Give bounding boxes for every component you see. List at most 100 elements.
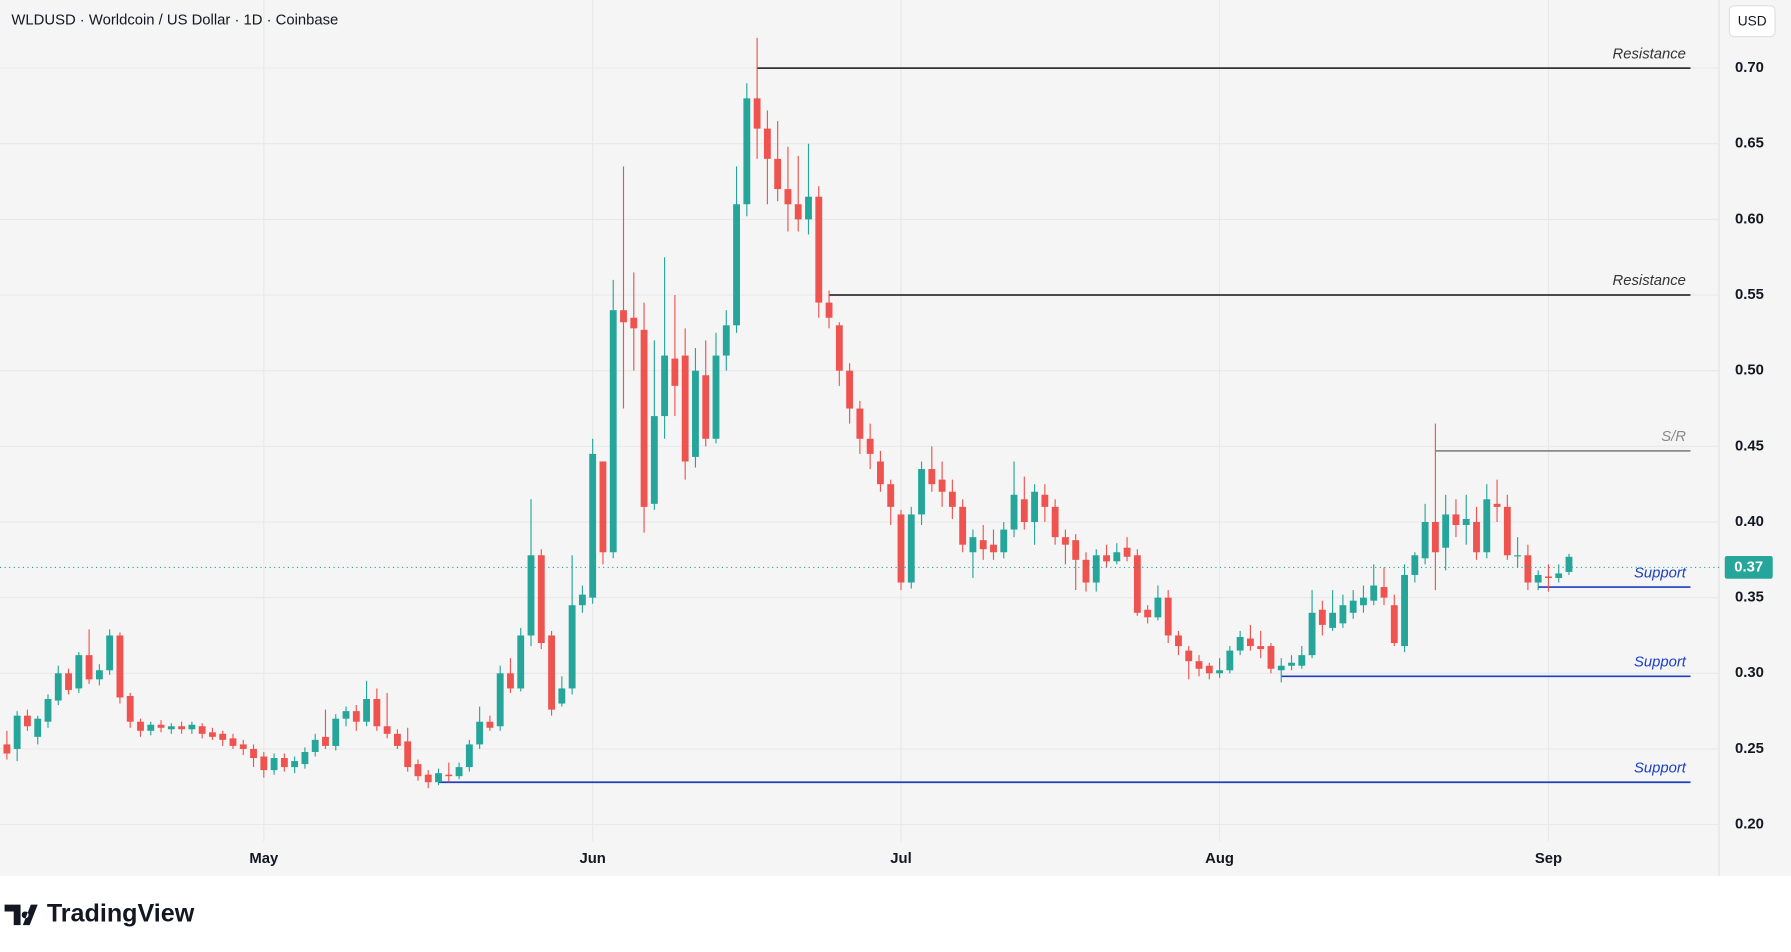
plot: 0.20 0.25 0.30 0.35 0.40 0.45 0.50 0.55 0.60 0.65… — [0, 0, 1773, 867]
candle — [44, 694, 52, 728]
candle-body — [106, 635, 114, 671]
candle — [1318, 600, 1326, 636]
candle — [476, 706, 484, 749]
candle-body — [1401, 574, 1408, 647]
candle-body — [85, 655, 93, 680]
candle — [692, 347, 699, 468]
y-tick-label: 0.55 — [1735, 287, 1764, 303]
candle-body — [681, 355, 689, 462]
x-tick-label: Jun — [579, 851, 605, 867]
candle — [322, 709, 329, 749]
candle — [1339, 594, 1347, 628]
candle — [722, 310, 730, 371]
candle — [208, 727, 216, 740]
currency-button[interactable] — [1728, 5, 1776, 38]
candle — [54, 665, 62, 706]
candle-body — [1565, 556, 1573, 572]
candle-body — [1431, 521, 1439, 553]
candle — [1503, 494, 1511, 560]
candle-body — [948, 491, 956, 507]
candle-body — [1205, 665, 1213, 674]
candle — [866, 423, 874, 470]
candle-body — [1421, 521, 1429, 559]
candle — [24, 709, 31, 731]
candle — [1236, 630, 1244, 656]
candle-body — [794, 204, 802, 220]
candle — [1452, 499, 1460, 538]
candle-body — [311, 739, 319, 752]
candle — [948, 479, 956, 519]
candle — [609, 279, 617, 559]
candle — [85, 629, 93, 684]
candle-body — [1442, 514, 1450, 548]
candle-body — [650, 416, 658, 504]
candle — [126, 692, 134, 728]
candle — [702, 340, 710, 447]
candle — [969, 529, 977, 578]
candle-body — [959, 506, 967, 545]
candle — [1442, 494, 1450, 571]
candle-body — [743, 98, 751, 205]
candle-body — [322, 736, 329, 746]
candle-body — [1246, 638, 1254, 647]
candle — [250, 744, 257, 768]
y-tick-label: 0.40 — [1735, 514, 1764, 530]
candle-body — [1318, 609, 1326, 625]
candle — [1164, 590, 1172, 644]
candle — [1072, 534, 1080, 591]
candle — [445, 762, 453, 783]
candle — [640, 302, 648, 533]
candle-body — [733, 204, 740, 326]
x-tick-label: Sep — [1535, 851, 1562, 867]
candle — [661, 257, 669, 439]
candle-body — [1267, 646, 1275, 669]
candle — [1144, 605, 1152, 624]
candle — [1123, 537, 1131, 562]
candle — [116, 632, 124, 704]
candle — [1113, 543, 1121, 565]
candle-body — [24, 715, 31, 727]
candle-body — [907, 514, 915, 583]
candle — [13, 711, 21, 762]
candle — [311, 733, 319, 757]
candle-body — [774, 158, 782, 190]
candle-body — [815, 196, 823, 303]
candle-body — [75, 655, 83, 689]
candle — [1226, 646, 1234, 674]
candle-body — [414, 764, 422, 777]
candle-body — [1503, 506, 1511, 556]
candle-body — [1493, 503, 1501, 507]
candle — [219, 730, 227, 746]
candle-body — [1226, 650, 1234, 671]
candle — [486, 715, 494, 731]
candle-body — [969, 537, 977, 553]
candle-body — [599, 461, 607, 553]
candle-body — [455, 767, 463, 777]
candle — [825, 290, 833, 329]
candle — [928, 446, 936, 492]
candle — [363, 680, 371, 727]
candle — [167, 723, 175, 734]
candle — [835, 322, 843, 386]
candle-body — [1349, 600, 1357, 613]
candle — [938, 461, 946, 507]
candle-body — [1462, 518, 1470, 526]
candle — [774, 121, 782, 202]
candle-body — [1514, 555, 1522, 557]
level-label: Support — [1634, 565, 1687, 581]
candle-body — [404, 741, 412, 768]
candle-body — [1452, 514, 1460, 526]
currency-label[interactable]: USD — [1738, 13, 1767, 28]
candle — [3, 730, 11, 760]
candle-body — [270, 758, 278, 771]
candle — [188, 721, 196, 734]
candle-body — [1555, 573, 1563, 578]
candle-body — [702, 375, 710, 439]
candle-body — [825, 302, 833, 318]
candle-body — [34, 718, 42, 737]
candle — [897, 509, 905, 591]
y-tick-label: 0.45 — [1735, 438, 1764, 454]
candle — [1257, 630, 1265, 659]
candle — [106, 629, 114, 675]
